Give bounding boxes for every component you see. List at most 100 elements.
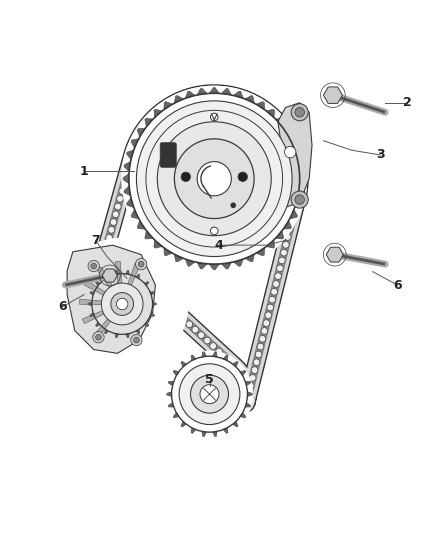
Circle shape	[271, 288, 277, 295]
Circle shape	[99, 257, 106, 264]
Circle shape	[130, 149, 136, 156]
Circle shape	[123, 172, 130, 179]
Circle shape	[242, 378, 249, 385]
Polygon shape	[124, 161, 131, 172]
Circle shape	[233, 93, 239, 100]
Circle shape	[228, 359, 234, 366]
Polygon shape	[209, 87, 219, 93]
Polygon shape	[115, 261, 122, 290]
Circle shape	[186, 321, 193, 328]
Circle shape	[112, 211, 119, 217]
Circle shape	[281, 249, 287, 256]
Circle shape	[104, 242, 110, 249]
Text: 2: 2	[403, 96, 411, 109]
Circle shape	[292, 203, 299, 209]
Circle shape	[162, 299, 169, 306]
Circle shape	[93, 281, 99, 288]
Polygon shape	[326, 247, 343, 262]
Polygon shape	[144, 281, 149, 286]
Polygon shape	[191, 355, 196, 361]
Polygon shape	[82, 308, 110, 324]
Text: 4: 4	[215, 239, 223, 252]
Polygon shape	[137, 221, 145, 229]
Polygon shape	[79, 299, 108, 305]
Circle shape	[197, 161, 231, 196]
Polygon shape	[298, 161, 304, 172]
Polygon shape	[295, 150, 302, 159]
Circle shape	[204, 337, 211, 344]
Circle shape	[145, 121, 152, 127]
Circle shape	[170, 100, 177, 107]
Circle shape	[106, 235, 113, 241]
Circle shape	[255, 351, 262, 358]
Text: 5: 5	[205, 374, 214, 386]
Circle shape	[198, 332, 205, 338]
Circle shape	[200, 385, 219, 403]
Polygon shape	[245, 402, 251, 407]
Polygon shape	[223, 427, 228, 433]
Circle shape	[222, 353, 228, 360]
Text: 6: 6	[58, 300, 67, 313]
Polygon shape	[185, 259, 195, 266]
Circle shape	[288, 218, 295, 224]
Polygon shape	[145, 231, 153, 239]
Circle shape	[163, 104, 170, 111]
Polygon shape	[124, 186, 131, 196]
Circle shape	[88, 260, 99, 272]
Polygon shape	[90, 313, 94, 317]
Circle shape	[174, 139, 254, 219]
Circle shape	[97, 265, 104, 272]
Polygon shape	[212, 431, 217, 437]
Circle shape	[263, 320, 270, 326]
Polygon shape	[247, 392, 252, 397]
Circle shape	[124, 271, 131, 277]
Circle shape	[208, 90, 215, 96]
Circle shape	[111, 293, 134, 316]
Circle shape	[110, 219, 117, 225]
Polygon shape	[223, 355, 228, 361]
Circle shape	[108, 272, 115, 279]
Circle shape	[210, 343, 216, 349]
Circle shape	[181, 172, 191, 182]
Circle shape	[201, 91, 207, 97]
Circle shape	[216, 348, 223, 355]
Circle shape	[180, 316, 187, 322]
Circle shape	[91, 289, 98, 295]
Circle shape	[251, 367, 258, 374]
Circle shape	[238, 172, 247, 182]
Circle shape	[177, 97, 184, 103]
Circle shape	[244, 398, 250, 405]
Polygon shape	[126, 270, 129, 274]
Circle shape	[293, 152, 300, 159]
Polygon shape	[88, 302, 92, 306]
Circle shape	[290, 210, 297, 217]
Circle shape	[119, 188, 125, 195]
Circle shape	[138, 277, 145, 284]
Polygon shape	[202, 352, 206, 357]
Circle shape	[233, 365, 240, 371]
Circle shape	[265, 312, 272, 319]
Circle shape	[283, 130, 290, 137]
Polygon shape	[150, 292, 155, 295]
Polygon shape	[173, 413, 179, 418]
Polygon shape	[240, 413, 246, 418]
Polygon shape	[123, 174, 129, 184]
Polygon shape	[127, 150, 134, 159]
Circle shape	[261, 328, 268, 334]
Circle shape	[135, 259, 147, 270]
Polygon shape	[185, 91, 195, 98]
Circle shape	[290, 144, 297, 151]
Circle shape	[257, 343, 264, 350]
Circle shape	[174, 310, 181, 317]
Circle shape	[274, 117, 280, 124]
Circle shape	[297, 176, 303, 183]
Circle shape	[93, 332, 104, 343]
Circle shape	[166, 351, 253, 438]
Circle shape	[210, 227, 218, 235]
Polygon shape	[266, 240, 275, 248]
Polygon shape	[245, 254, 254, 262]
Polygon shape	[256, 248, 265, 256]
Polygon shape	[95, 281, 100, 286]
Circle shape	[267, 304, 274, 311]
Circle shape	[168, 304, 175, 311]
